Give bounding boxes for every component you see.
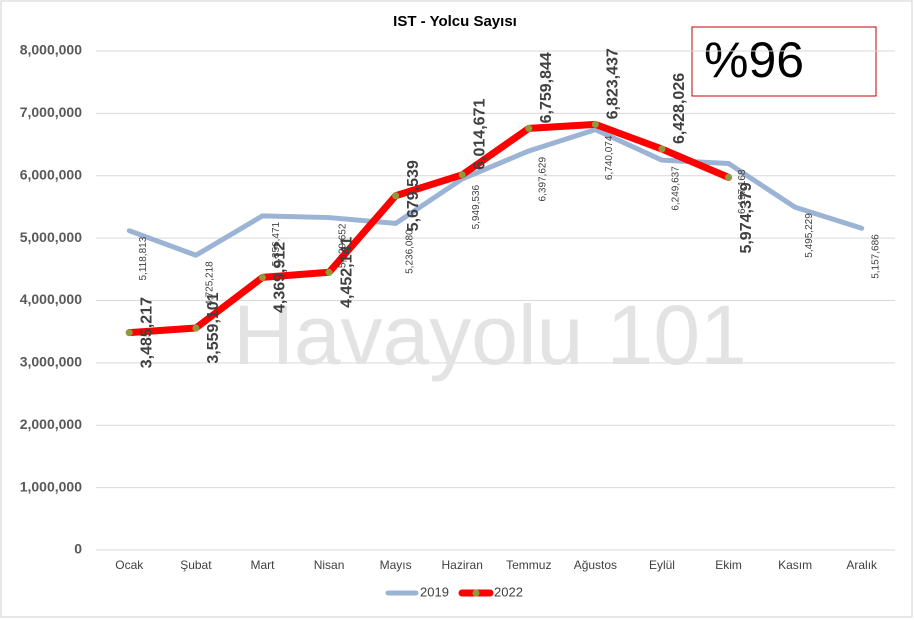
watermark: Havayolu 101 xyxy=(233,288,747,382)
legend-label: 2019 xyxy=(420,584,449,599)
data-label: 4,725,218 xyxy=(205,261,216,306)
chart-title: IST - Yolcu Sayısı xyxy=(393,13,517,30)
y-tick-label: 0 xyxy=(74,541,82,557)
x-tick-label: Kasım xyxy=(778,558,812,572)
data-label: 6,823,437 xyxy=(605,48,622,119)
x-tick-label: Ağustos xyxy=(574,558,617,572)
data-label: 6,249,637 xyxy=(671,166,682,211)
data-label: 6,740,074 xyxy=(604,135,615,180)
data-label: 5,329,652 xyxy=(338,223,349,268)
x-tick-label: Ekim xyxy=(715,558,742,572)
x-tick-label: Nisan xyxy=(314,558,345,572)
data-label: 5,157,686 xyxy=(870,234,881,279)
x-tick-label: Aralık xyxy=(846,558,878,572)
y-tick-label: 6,000,000 xyxy=(20,166,82,182)
data-label: 4,452,141 xyxy=(338,237,355,308)
data-label: 3,559,101 xyxy=(205,292,222,363)
data-label: 6,759,844 xyxy=(538,52,555,123)
x-tick-label: Eylül xyxy=(649,558,675,572)
annotation: %96 xyxy=(704,32,804,88)
x-tick-label: Ocak xyxy=(115,558,144,572)
legend-label: 2022 xyxy=(494,584,523,599)
x-tick-label: Temmuz xyxy=(506,558,551,572)
annotation-box xyxy=(691,26,877,97)
point xyxy=(658,145,666,153)
point xyxy=(458,171,466,179)
data-label: 4,369,912 xyxy=(272,242,289,313)
data-label: 6,197,168 xyxy=(737,169,748,214)
data-label: 3,485,217 xyxy=(139,297,156,368)
data-label: 5,118,813 xyxy=(138,236,149,280)
point xyxy=(525,124,533,132)
point xyxy=(725,173,733,181)
data-label: 5,679,539 xyxy=(405,160,422,231)
point xyxy=(258,273,266,281)
data-label: 6,428,026 xyxy=(671,73,688,144)
y-tick-label: 3,000,000 xyxy=(20,354,82,370)
y-tick-label: 4,000,000 xyxy=(20,291,82,307)
data-label: 5,495,229 xyxy=(804,213,815,258)
legend-marker xyxy=(472,589,480,597)
series-line xyxy=(125,120,733,337)
data-label: 5,236,080 xyxy=(404,229,415,274)
data-label: 5,356,471 xyxy=(271,221,282,266)
y-tick-label: 8,000,000 xyxy=(20,42,82,58)
y-tick-label: 7,000,000 xyxy=(20,104,82,120)
y-tick-label: 5,000,000 xyxy=(20,229,82,245)
series-line xyxy=(126,127,865,258)
point xyxy=(591,120,599,128)
data-label: 6,014,671 xyxy=(471,99,488,170)
x-tick-label: Şubat xyxy=(180,558,212,572)
y-tick-label: 1,000,000 xyxy=(20,478,82,494)
data-label: 6,397,629 xyxy=(537,157,548,202)
x-tick-label: Mayıs xyxy=(380,558,412,572)
data-label: 5,949,536 xyxy=(471,184,482,229)
point xyxy=(325,268,333,276)
point xyxy=(392,192,400,200)
point xyxy=(125,329,133,337)
x-tick-label: Mart xyxy=(250,558,275,572)
data-label: 5,974,379 xyxy=(738,182,755,253)
y-tick-label: 2,000,000 xyxy=(20,416,82,432)
point xyxy=(192,324,200,332)
x-tick-label: Haziran xyxy=(442,558,483,572)
